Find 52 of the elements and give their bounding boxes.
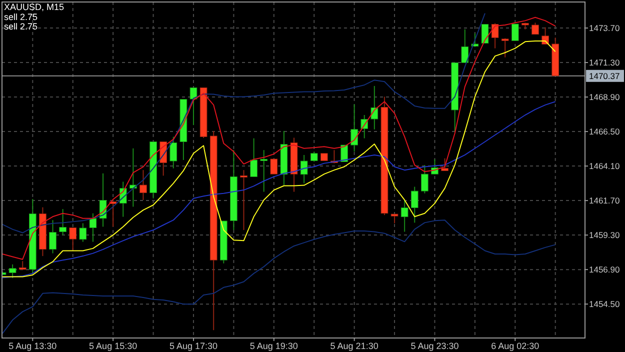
candlestick: [370, 85, 378, 130]
y-tick-label: 1471.30: [589, 58, 620, 68]
y-tick-label: 1461.70: [589, 196, 620, 206]
x-tick-label: 6 Aug 02:30: [491, 341, 540, 351]
candlestick: [410, 186, 418, 224]
x-tick-label: 5 Aug 15:30: [89, 341, 138, 351]
candlestick: [461, 28, 469, 64]
candlestick: [89, 212, 97, 242]
line-series: [2, 101, 556, 278]
x-tick-label: 5 Aug 17:30: [169, 341, 218, 351]
candlestick: [69, 227, 77, 251]
line-series: [2, 220, 556, 334]
y-tick-label: 1468.90: [589, 92, 620, 102]
x-tick-label: 5 Aug 19:30: [250, 341, 298, 351]
candlestick: [421, 164, 428, 194]
candlestick: [250, 138, 258, 178]
candlestick: [8, 264, 16, 279]
candlestick: [140, 170, 147, 200]
y-tick-label: 1473.70: [589, 23, 620, 33]
candlestick: [441, 158, 448, 172]
x-tick-label: 5 Aug 13:30: [8, 341, 57, 351]
candlestick: [511, 24, 519, 41]
y-tick-label: 1459.30: [589, 230, 620, 240]
candlestick: [400, 199, 408, 232]
candlestick: [260, 150, 268, 192]
candlestick: [270, 158, 278, 175]
line-series: [2, 12, 486, 234]
candlestick: [471, 32, 479, 47]
candlestick: [170, 136, 178, 169]
chart-title: XAUUSD, M15: [4, 2, 64, 12]
annotation: sell 2.75: [4, 12, 38, 22]
candlestick: [350, 104, 358, 152]
candlestick: [190, 87, 198, 126]
x-tick-label: 5 Aug 21:30: [330, 341, 378, 351]
y-tick-label: 1456.90: [589, 264, 620, 275]
candlestick: [240, 170, 248, 231]
candlestick: [59, 208, 66, 236]
candlestick: [532, 22, 539, 35]
candlestick: [310, 151, 318, 162]
y-tick-label: 1464.10: [589, 161, 620, 172]
candlestick: [481, 24, 489, 44]
candlestick: [300, 154, 308, 184]
x-tick-label: 5 Aug 23:30: [410, 341, 459, 351]
candlestick: [49, 220, 56, 254]
candlestick: [501, 38, 509, 58]
ref-line-label: 1470.37: [589, 70, 620, 81]
candlestick: [79, 222, 87, 242]
y-tick-label: 1466.50: [589, 126, 620, 137]
annotation: sell 2.75: [4, 22, 38, 32]
candlestick: [491, 22, 499, 49]
y-tick-label: 1454.50: [589, 299, 620, 310]
candlestick: [390, 214, 398, 224]
